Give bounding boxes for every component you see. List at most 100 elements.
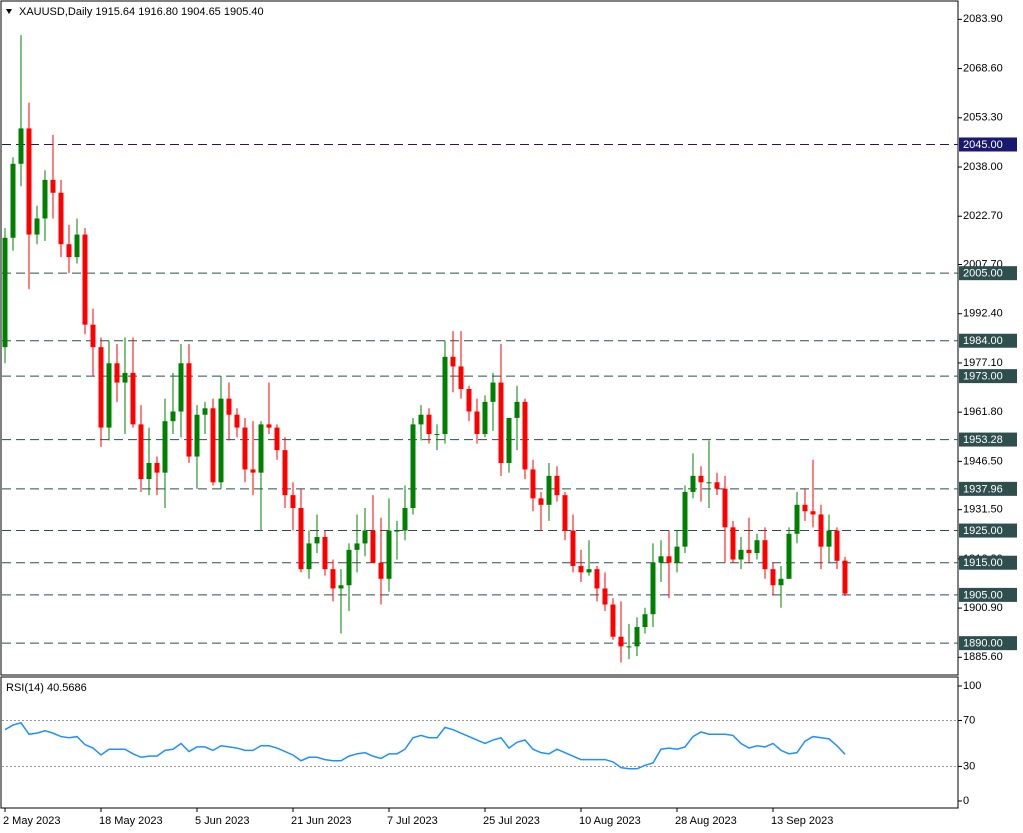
candle-body [794,504,800,534]
candle-body [18,128,24,164]
candle-body [50,179,56,193]
y-tick-label: 1885.60 [963,651,1003,663]
level-label: 2045.00 [963,139,1003,151]
candle-body [306,543,312,570]
x-tick-label: 2 May 2023 [3,815,60,827]
candle-body [706,482,712,484]
candle-body [66,244,72,258]
candle-body [714,482,720,489]
candle-body [234,414,240,428]
candle-body [290,495,296,509]
candle-body [538,498,544,505]
y-tick-label: 2083.90 [963,13,1003,25]
candle-body [162,421,168,473]
y-tick-label: 70 [963,714,975,726]
candle-body [618,636,624,647]
candle-body [458,366,464,389]
candle-body [490,382,496,402]
level-box [959,266,1017,281]
candle-body [498,382,504,463]
candle-body [370,530,376,563]
main-frame [0,0,959,676]
candle-body [82,234,88,325]
candle-body [130,372,136,425]
candle-body [666,556,672,563]
candle-body [642,614,648,628]
candle-body [842,560,848,594]
level-label: 1905.00 [963,589,1003,601]
y-tick-label: 2053.30 [963,112,1003,124]
y-tick-label: 2038.00 [963,161,1003,173]
level-label: 1953.28 [963,434,1003,446]
candle-body [74,234,80,258]
candle-body [690,475,696,492]
candle-body [634,627,640,647]
candle-body [482,401,488,435]
rsi-line [4,721,846,770]
x-tick-label: 7 Jul 2023 [387,815,438,827]
candle-body [242,427,248,470]
level-label: 1925.00 [963,525,1003,537]
candle-body [570,530,576,566]
candle-body [562,495,568,531]
level-label: 1937.96 [963,483,1003,495]
candle-body [522,401,528,470]
y-tick-label: 1977.10 [963,357,1003,369]
candle-body [210,408,216,483]
candle-body [602,588,608,605]
candle-body [554,475,560,496]
candle-body [106,363,112,428]
level-label: 1890.00 [963,638,1003,650]
candle-body [258,424,264,473]
candle-body [802,504,808,512]
candle-body [834,530,840,561]
level-label: 1973.00 [963,371,1003,383]
candle-body [746,549,752,554]
candle-body [338,585,344,589]
level-label: 1984.00 [963,335,1003,347]
level-box [959,555,1017,570]
level-box [959,636,1017,651]
candle-body [530,469,536,499]
candle-body [322,536,328,570]
level-box [959,481,1017,496]
level-box [959,523,1017,538]
plot: 2083.902068.602053.302038.002022.702007.… [2,13,1017,827]
candle-body [226,398,232,415]
candle-body [250,469,256,473]
candle-body [410,424,416,509]
candle-body [34,218,40,235]
candle-body [114,363,120,383]
candle-body [274,427,280,451]
candle-body [2,237,8,348]
x-tick-label: 25 Jul 2023 [483,815,540,827]
level-box [959,369,1017,384]
candle-body [738,549,744,560]
level-box [959,137,1017,152]
level-label: 2005.00 [963,268,1003,280]
candle-body [626,646,632,648]
candle-body [394,530,400,532]
candle-body [722,488,728,528]
candle-body [298,508,304,570]
x-tick-label: 18 May 2023 [99,815,163,827]
candle-body [346,549,352,586]
candle-body [610,604,616,637]
candle-body [650,562,656,615]
y-tick-label: 2022.70 [963,210,1003,222]
rsi-frame [0,676,959,809]
candle-body [26,128,32,235]
candle-body [594,569,600,589]
candle-body [658,556,664,563]
candle-body [818,514,824,547]
x-tick-label: 13 Sep 2023 [771,815,833,827]
candle-body [42,179,48,219]
candle-body [354,543,360,550]
candle-body [770,569,776,586]
candle-body [586,569,592,573]
candle-body [514,401,520,418]
chart-title: XAUUSD,Daily 1915.64 1916.80 1904.65 190… [19,6,264,18]
candle-body [474,411,480,435]
x-tick-label: 5 Jun 2023 [195,815,249,827]
x-tick-label: 21 Jun 2023 [291,815,352,827]
